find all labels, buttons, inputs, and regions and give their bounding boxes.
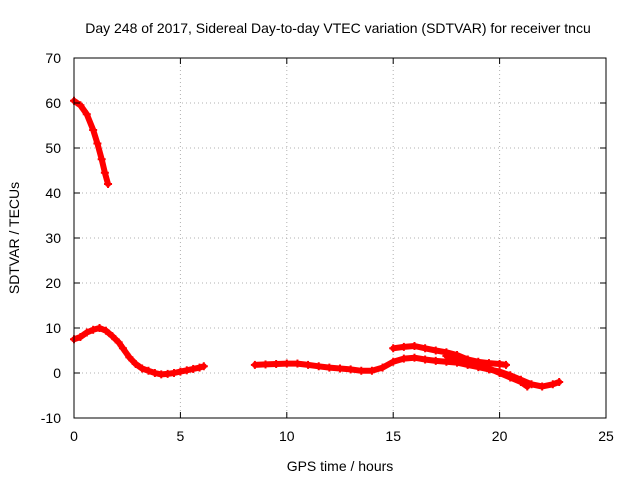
data-point: [189, 364, 198, 373]
data-point: [101, 326, 110, 335]
data-point: [346, 365, 355, 374]
x-tick-label: 20: [492, 428, 508, 444]
data-point: [516, 378, 525, 386]
x-tick-label: 5: [177, 428, 185, 444]
data-point: [199, 362, 208, 371]
data-point: [82, 110, 91, 119]
data-point: [555, 378, 564, 386]
data-point: [250, 360, 259, 369]
data-point: [389, 344, 398, 353]
x-tick-label: 15: [385, 428, 401, 444]
data-point: [89, 325, 98, 334]
data-point: [114, 338, 123, 347]
y-tick-label: 40: [45, 185, 61, 201]
data-point: [118, 344, 127, 353]
data-point: [410, 353, 419, 362]
data-point: [506, 373, 515, 382]
data-point: [548, 380, 557, 389]
data-point: [293, 359, 302, 368]
data-point: [314, 362, 323, 371]
data-point: [431, 356, 440, 365]
data-point: [367, 366, 376, 375]
data-point: [357, 366, 366, 375]
y-tick-label: 70: [45, 50, 61, 66]
data-point: [304, 360, 313, 369]
chart-title: Day 248 of 2017, Sidereal Day-to-day VTE…: [85, 20, 591, 36]
data-point: [282, 359, 291, 368]
data-point: [453, 353, 462, 362]
data-point: [495, 369, 504, 377]
data-point: [463, 355, 472, 364]
y-tick-label: 0: [53, 365, 61, 381]
data-point: [93, 139, 102, 148]
y-tick-label: 10: [45, 320, 61, 336]
data-point: [82, 328, 91, 337]
data-point: [272, 360, 281, 368]
data-point: [399, 354, 408, 363]
data-point: [442, 351, 451, 360]
data-point: [89, 126, 98, 134]
x-axis-title: GPS time / hours: [287, 458, 394, 474]
data-point: [144, 366, 153, 375]
data-point: [176, 367, 185, 376]
data-point: [501, 360, 510, 369]
data-point: [95, 324, 104, 332]
data-point: [261, 360, 270, 369]
data-point: [474, 357, 483, 366]
data-point: [97, 155, 106, 164]
x-tick-label: 10: [279, 428, 295, 444]
data-point: [389, 357, 398, 366]
data-point: [378, 363, 387, 372]
data-point: [410, 342, 419, 350]
data-point: [431, 346, 440, 355]
data-point: [108, 332, 117, 341]
y-axis-title: SDTVAR / TECUs: [6, 182, 22, 294]
data-point: [170, 369, 179, 377]
data-point: [523, 382, 532, 391]
x-tick-label: 0: [70, 428, 78, 444]
data-point: [76, 333, 85, 341]
data-point: [399, 342, 408, 351]
y-tick-label: 30: [45, 230, 61, 246]
y-tick-label: 20: [45, 275, 61, 291]
data-point: [100, 168, 109, 177]
ticks: 0 5 10 15 20 25 -10 0 10 20 30 40 50 60 70: [41, 50, 614, 444]
data-point: [125, 353, 134, 362]
data-point: [76, 101, 85, 110]
data-point: [131, 360, 140, 368]
data-point: [538, 382, 547, 391]
data-point: [336, 364, 344, 373]
data-point: [150, 369, 159, 377]
y-tick-label: 60: [45, 95, 61, 111]
data-point: [421, 344, 430, 353]
y-tick-label: -10: [41, 410, 61, 426]
y-tick-label: 50: [45, 140, 61, 156]
data-point: [325, 363, 334, 372]
x-tick-label: 25: [598, 428, 614, 444]
data-point: [138, 364, 147, 373]
data-point: [195, 363, 204, 372]
data-point: [182, 366, 191, 375]
data-point: [104, 180, 113, 188]
data-point: [484, 359, 493, 368]
data-point: [421, 355, 430, 364]
data-layer: [70, 96, 564, 391]
